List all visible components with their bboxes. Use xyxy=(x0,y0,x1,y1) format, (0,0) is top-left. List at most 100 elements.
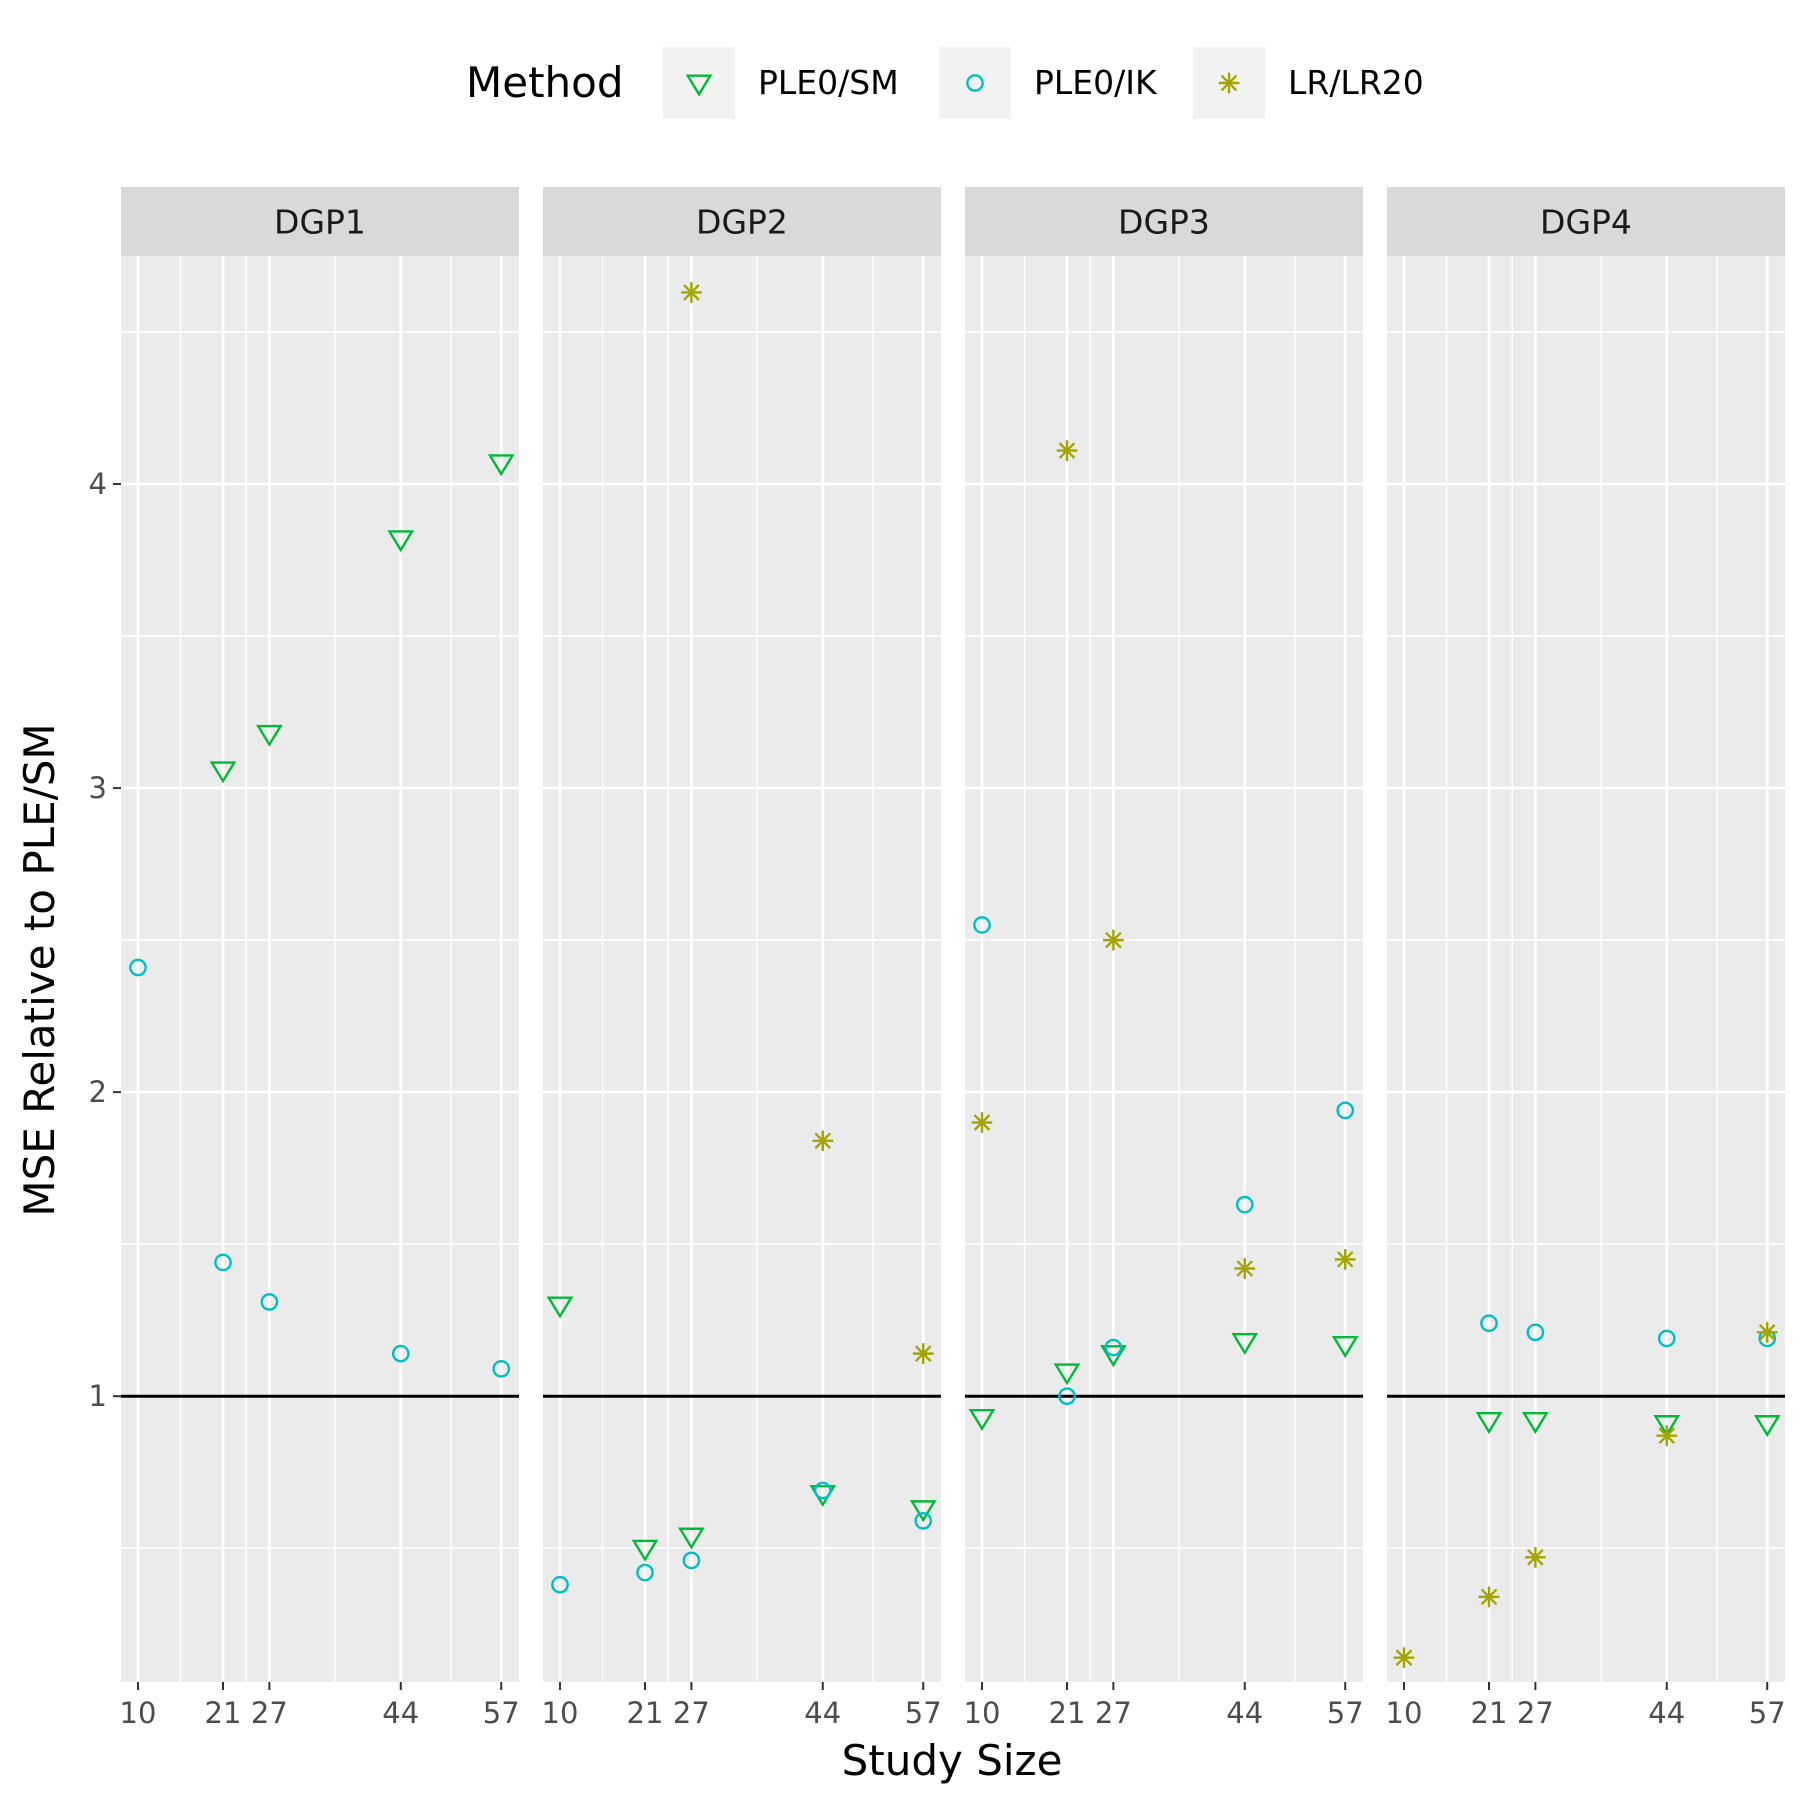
x-tick-label: 21 xyxy=(205,1696,242,1730)
x-tick-label: 27 xyxy=(251,1696,288,1730)
point-ik-dgp1-x10 xyxy=(129,958,147,977)
point-ik-dgp2-x27 xyxy=(682,1551,701,1570)
facet-label: DGP1 xyxy=(274,203,366,242)
point-ik-dgp3-x10 xyxy=(973,916,991,934)
point-sm-dgp3-x27 xyxy=(1100,1345,1127,1368)
point-ik-dgp3-x27 xyxy=(1104,1338,1123,1357)
x-tick-label: 44 xyxy=(1648,1696,1685,1730)
x-tick-label: 21 xyxy=(627,1696,664,1730)
point-lr-dgp3-x44 xyxy=(1234,1258,1256,1279)
legend-entry-sm: PLE0/SM xyxy=(663,47,899,119)
panel-dgp2: DGP2 10 21 27 44 57 xyxy=(542,187,942,1730)
point-sm-dgp4-x21 xyxy=(1475,1412,1503,1435)
panel-background xyxy=(1387,256,1785,1682)
x-tick-label: 27 xyxy=(1095,1696,1132,1730)
x-tick-label: 57 xyxy=(905,1696,942,1730)
point-sm-dgp1-x27 xyxy=(256,724,283,747)
x-tick-label: 10 xyxy=(964,1696,1001,1730)
point-sm-dgp4-x27 xyxy=(1522,1412,1549,1435)
panel-dgp3: DGP3 10 21 27 44 57 xyxy=(964,187,1364,1730)
point-ik-dgp2-x57 xyxy=(914,1512,933,1530)
x-tick-label: 27 xyxy=(673,1696,710,1730)
facet-panels: DGP1 10 21 27 44 57 DGP2 10 21 27 44 57 DGP3 10 21 27 44… xyxy=(120,187,1786,1730)
point-lr-dgp4-x44 xyxy=(1656,1425,1678,1447)
legend-key-background xyxy=(939,47,1011,119)
legend-entry-lr: LR/LR20 xyxy=(1193,47,1424,119)
point-lr-dgp3-x27 xyxy=(1103,929,1124,951)
y-tick-label: 2 xyxy=(89,1075,107,1109)
point-ik-dgp1-x57 xyxy=(492,1359,511,1378)
point-ik-dgp4-x44 xyxy=(1657,1329,1676,1348)
x-tick-label: 57 xyxy=(483,1696,520,1730)
y-tick-label: 3 xyxy=(89,771,107,805)
panel-dgp1: DGP1 10 21 27 44 57 xyxy=(120,187,520,1730)
point-lr-dgp4-x10 xyxy=(1393,1647,1415,1669)
point-sm-dgp3-x44 xyxy=(1231,1332,1259,1356)
legend-label-lr: LR/LR20 xyxy=(1288,63,1424,102)
point-lr-dgp3-x10 xyxy=(971,1112,993,1133)
legend-symbol-sm xyxy=(685,74,713,97)
facet-label: DGP4 xyxy=(1540,203,1632,242)
point-ik-dgp1-x27 xyxy=(260,1293,279,1311)
x-tick-label: 27 xyxy=(1517,1696,1554,1730)
x-tick-label: 44 xyxy=(382,1696,419,1730)
point-ik-dgp4-x21 xyxy=(1480,1314,1498,1333)
legend-label-ik: PLE0/IK xyxy=(1034,63,1158,102)
point-lr-dgp3-x57 xyxy=(1334,1249,1356,1270)
point-sm-dgp2-x27 xyxy=(678,1527,705,1550)
point-sm-dgp1-x21 xyxy=(209,761,237,784)
x-tick-label: 44 xyxy=(804,1696,841,1730)
point-lr-dgp4-x57 xyxy=(1756,1321,1778,1343)
legend-key-background xyxy=(663,47,735,119)
point-ik-dgp1-x44 xyxy=(391,1344,410,1363)
facet-label: DGP2 xyxy=(696,203,788,242)
point-ik-dgp4-x27 xyxy=(1526,1323,1545,1342)
legend-symbol-lr xyxy=(1218,72,1240,94)
legend-entry-ik: PLE0/IK xyxy=(939,47,1158,119)
panel-background xyxy=(965,256,1363,1682)
point-sm-dgp2-x10 xyxy=(546,1296,574,1319)
facet-strip xyxy=(965,187,1363,256)
panel-background xyxy=(543,256,941,1682)
point-lr-dgp3-x21 xyxy=(1056,440,1078,461)
point-sm-dgp3-x57 xyxy=(1331,1335,1359,1359)
point-ik-dgp2-x10 xyxy=(551,1575,569,1594)
point-ik-dgp3-x44 xyxy=(1235,1195,1254,1214)
point-sm-dgp4-x44 xyxy=(1653,1415,1681,1438)
point-lr-dgp2-x57 xyxy=(912,1343,934,1364)
point-lr-dgp4-x21 xyxy=(1478,1586,1500,1608)
legend: Method PLE0/SM PLE0/IK LR/LR20 xyxy=(466,47,1424,119)
point-sm-dgp3-x10 xyxy=(968,1408,996,1432)
x-tick-label: 44 xyxy=(1226,1696,1263,1730)
x-tick-label: 10 xyxy=(120,1696,157,1730)
x-axis-title: Study Size xyxy=(842,1736,1063,1785)
point-lr-dgp2-x44 xyxy=(812,1130,834,1152)
y-axis-title: MSE Relative to PLE/SM xyxy=(15,723,64,1216)
point-lr-dgp2-x27 xyxy=(681,282,702,303)
x-tick-label: 21 xyxy=(1049,1696,1086,1730)
point-sm-dgp2-x57 xyxy=(909,1500,937,1523)
y-tick-label: 4 xyxy=(89,467,107,501)
point-ik-dgp1-x21 xyxy=(214,1253,232,1272)
y-tick-label: 1 xyxy=(89,1379,107,1413)
legend-label-sm: PLE0/SM xyxy=(758,63,899,102)
point-lr-dgp4-x27 xyxy=(1525,1546,1546,1568)
panel-background xyxy=(121,256,519,1682)
point-ik-dgp3-x57 xyxy=(1336,1101,1355,1120)
point-ik-dgp2-x21 xyxy=(636,1563,654,1582)
facet-strip xyxy=(543,187,941,256)
point-sm-dgp2-x21 xyxy=(631,1539,659,1562)
point-sm-dgp3-x21 xyxy=(1053,1363,1081,1386)
point-sm-dgp4-x57 xyxy=(1753,1415,1781,1438)
legend-title: Method xyxy=(466,58,624,107)
point-sm-dgp1-x44 xyxy=(387,530,415,553)
facet-label: DGP3 xyxy=(1118,203,1210,242)
panel-dgp4: DGP4 10 21 27 44 57 xyxy=(1386,187,1786,1730)
x-tick-label: 21 xyxy=(1471,1696,1508,1730)
point-ik-dgp2-x44 xyxy=(813,1481,832,1500)
facet-strip xyxy=(1387,187,1785,256)
y-axis: 1 2 3 4 xyxy=(89,467,121,1413)
point-ik-dgp3-x21 xyxy=(1058,1387,1076,1406)
x-tick-label: 57 xyxy=(1749,1696,1786,1730)
